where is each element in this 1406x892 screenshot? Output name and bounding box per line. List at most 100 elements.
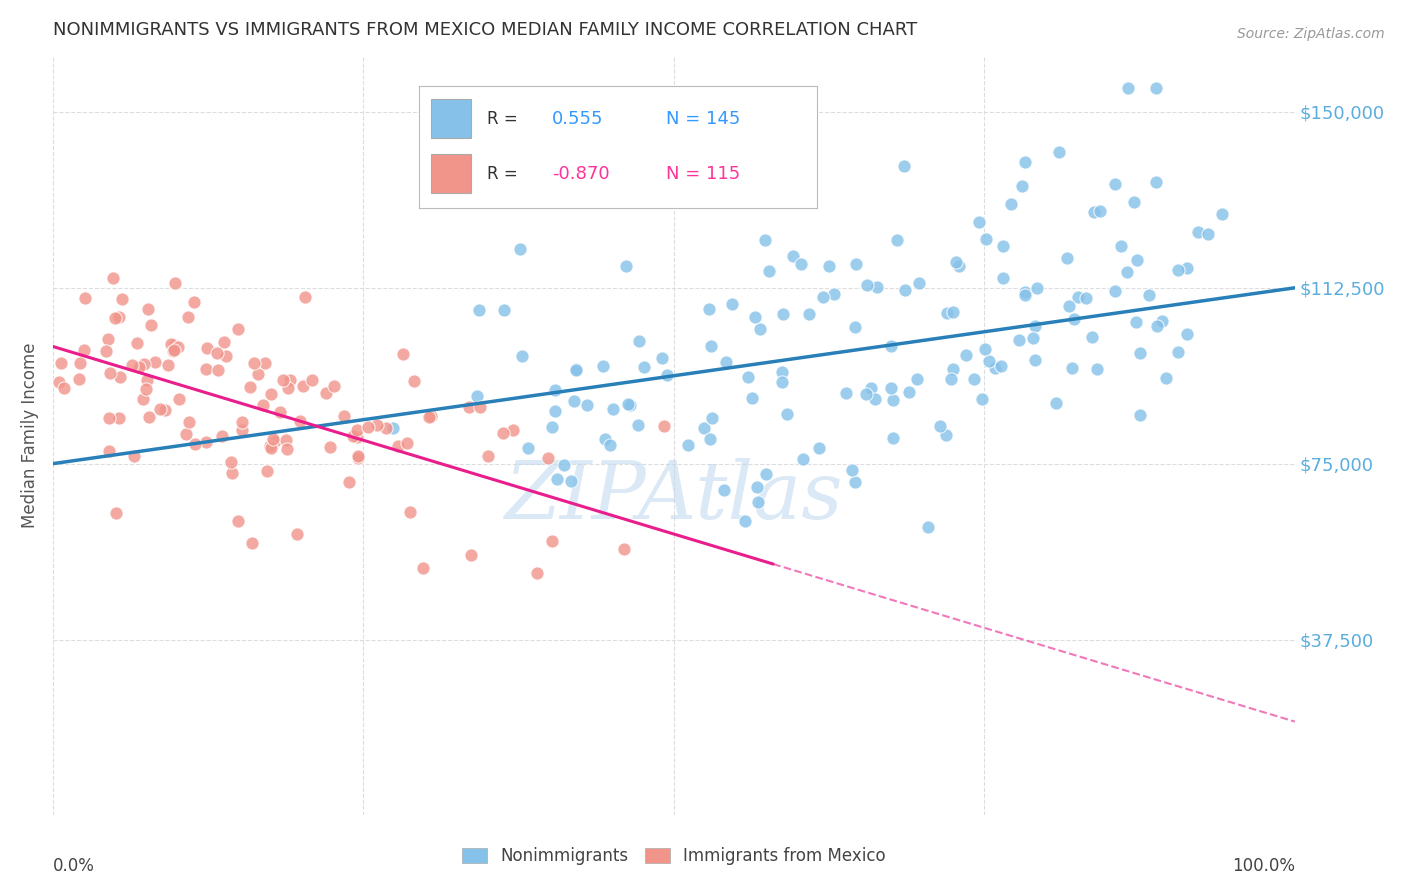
Point bbox=[94, 344, 117, 359]
Point bbox=[207, 362, 229, 376]
Point bbox=[1045, 396, 1067, 410]
Point bbox=[274, 433, 297, 447]
Point bbox=[693, 421, 716, 435]
Point bbox=[1167, 263, 1189, 277]
Point bbox=[1008, 333, 1031, 347]
Point bbox=[1047, 145, 1070, 159]
Point bbox=[1026, 281, 1049, 295]
Text: 100.0%: 100.0% bbox=[1232, 857, 1295, 875]
Point bbox=[247, 367, 270, 381]
Point bbox=[1167, 345, 1189, 359]
Point bbox=[741, 391, 763, 405]
Point bbox=[936, 306, 959, 320]
Point bbox=[510, 350, 533, 364]
Point bbox=[346, 449, 368, 463]
Point bbox=[219, 455, 242, 469]
Point bbox=[886, 233, 908, 247]
Point bbox=[855, 387, 877, 401]
Point bbox=[1154, 370, 1177, 384]
Point bbox=[509, 242, 531, 256]
Point bbox=[1146, 318, 1168, 333]
Point bbox=[734, 514, 756, 528]
Point bbox=[1197, 227, 1219, 242]
Point bbox=[593, 432, 616, 446]
Point bbox=[935, 427, 957, 442]
Point bbox=[357, 420, 380, 434]
Point bbox=[97, 443, 120, 458]
Point bbox=[174, 427, 197, 442]
Point bbox=[277, 381, 299, 395]
Point bbox=[262, 432, 284, 446]
Text: ZIPAtlas: ZIPAtlas bbox=[505, 458, 844, 535]
Point bbox=[917, 520, 939, 534]
Point bbox=[366, 418, 388, 433]
Point bbox=[398, 505, 420, 519]
Point bbox=[744, 310, 766, 324]
Point bbox=[619, 398, 641, 412]
Point bbox=[162, 344, 184, 359]
Point bbox=[1126, 252, 1149, 267]
Point bbox=[342, 429, 364, 443]
Point bbox=[294, 290, 316, 304]
Point bbox=[128, 359, 150, 374]
Point bbox=[882, 431, 904, 445]
Point bbox=[617, 397, 640, 411]
Point bbox=[184, 436, 207, 450]
Point bbox=[347, 450, 370, 465]
Point bbox=[271, 373, 294, 387]
Point bbox=[315, 386, 337, 401]
Point bbox=[163, 337, 186, 351]
Point bbox=[420, 409, 443, 424]
Point bbox=[1024, 319, 1046, 334]
Point bbox=[1067, 290, 1090, 304]
Point bbox=[1074, 291, 1097, 305]
Point bbox=[226, 514, 249, 528]
Point bbox=[458, 400, 481, 414]
Point bbox=[195, 341, 218, 355]
Point bbox=[346, 424, 368, 438]
Point bbox=[776, 408, 799, 422]
Point bbox=[1024, 352, 1046, 367]
Point bbox=[697, 302, 720, 317]
Point bbox=[770, 375, 793, 389]
Point bbox=[1118, 81, 1140, 95]
Point bbox=[214, 335, 236, 350]
Point bbox=[492, 303, 515, 318]
Point bbox=[972, 392, 994, 406]
Point bbox=[553, 458, 575, 472]
Point bbox=[105, 506, 128, 520]
Point bbox=[121, 358, 143, 372]
Point bbox=[941, 304, 963, 318]
Point bbox=[652, 419, 675, 434]
Point bbox=[254, 356, 277, 370]
Point bbox=[98, 366, 121, 380]
Point bbox=[468, 303, 491, 318]
Point bbox=[337, 475, 360, 489]
Point bbox=[614, 259, 637, 273]
Point bbox=[288, 413, 311, 427]
Point bbox=[322, 379, 344, 393]
Point bbox=[1144, 175, 1167, 189]
Point bbox=[754, 467, 776, 481]
Point bbox=[1057, 299, 1080, 313]
Point bbox=[897, 385, 920, 400]
Point bbox=[745, 480, 768, 494]
Point bbox=[502, 423, 524, 437]
Point bbox=[107, 310, 129, 324]
Point bbox=[517, 441, 540, 455]
Point bbox=[492, 426, 515, 441]
Point bbox=[813, 290, 835, 304]
Point bbox=[817, 259, 839, 273]
Point bbox=[132, 392, 155, 407]
Point bbox=[808, 442, 831, 456]
Point bbox=[565, 362, 588, 376]
Point bbox=[153, 402, 176, 417]
Point bbox=[418, 410, 440, 425]
Point bbox=[562, 393, 585, 408]
Point bbox=[880, 339, 903, 353]
Point bbox=[149, 402, 172, 417]
Point bbox=[772, 365, 794, 379]
Y-axis label: Median Family Income: Median Family Income bbox=[21, 343, 39, 528]
Point bbox=[945, 255, 967, 269]
Point bbox=[1063, 311, 1085, 326]
